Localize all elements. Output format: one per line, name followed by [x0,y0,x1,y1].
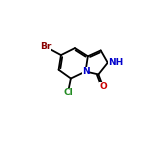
Text: NH: NH [108,58,124,67]
Text: Cl: Cl [63,88,73,97]
Text: N: N [82,67,89,76]
Text: Br: Br [40,42,51,51]
Text: O: O [99,82,107,91]
